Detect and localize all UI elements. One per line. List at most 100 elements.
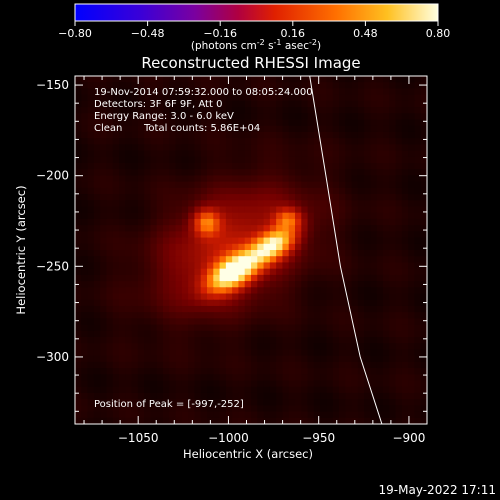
- heatmap-cell: [200, 299, 208, 307]
- heatmap-cell: [408, 100, 416, 108]
- heatmap-cell: [357, 175, 365, 183]
- heatmap-cell: [401, 268, 409, 276]
- heatmap-cell: [225, 225, 233, 232]
- heatmap-cell: [370, 256, 378, 264]
- heatmap-cell: [345, 343, 353, 351]
- heatmap-cell: [257, 200, 265, 208]
- heatmap-cell: [87, 386, 95, 394]
- heatmap-cell: [181, 330, 189, 338]
- heatmap-cell: [288, 262, 296, 270]
- heatmap-cell: [276, 417, 284, 424]
- heatmap-cell: [326, 187, 334, 195]
- heatmap-cell: [383, 399, 390, 406]
- heatmap-cell: [414, 368, 422, 375]
- heatmap-cell: [301, 256, 309, 264]
- heatmap-cell: [144, 125, 152, 133]
- heatmap-cell: [150, 82, 158, 90]
- heatmap-cell: [163, 144, 170, 152]
- heatmap-cell: [175, 250, 183, 257]
- heatmap-cell: [357, 107, 365, 114]
- heatmap-cell: [144, 169, 152, 177]
- heatmap-cell: [181, 243, 189, 251]
- heatmap-cell: [137, 343, 145, 351]
- heatmap-cell: [269, 225, 277, 232]
- heatmap-cell: [332, 417, 340, 424]
- heatmap-cell: [301, 337, 309, 344]
- heatmap-cell: [188, 231, 196, 239]
- heatmap-cell: [87, 138, 95, 145]
- heatmap-cell: [257, 299, 265, 307]
- heatmap-cell: [383, 169, 390, 177]
- y-tick-label: −250: [36, 259, 69, 273]
- heatmap-cell: [370, 417, 378, 424]
- heatmap-cell: [376, 150, 384, 158]
- heatmap-cell: [263, 399, 271, 406]
- heatmap-cell: [383, 100, 390, 108]
- x-axis: −1050 −1000 −950 −900: [83, 76, 428, 445]
- heatmap-cell: [263, 156, 271, 164]
- heatmap-cell: [383, 293, 390, 301]
- heatmap-cell: [119, 169, 126, 177]
- solar-limb-curve: [309, 76, 383, 424]
- heatmap-cell: [357, 417, 365, 424]
- heatmap-cell: [75, 250, 82, 257]
- heatmap-cell: [125, 187, 133, 195]
- heatmap-cell: [408, 94, 416, 102]
- heatmap-cell: [307, 361, 315, 369]
- heatmap-cell: [269, 243, 277, 251]
- heatmap-cell: [100, 181, 108, 189]
- heatmap-cell: [401, 131, 409, 139]
- heatmap-cell: [119, 138, 126, 145]
- heatmap-cell: [389, 119, 397, 127]
- heatmap-cell: [332, 392, 340, 400]
- heatmap-cell: [93, 88, 101, 96]
- heatmap-cell: [257, 94, 265, 102]
- heatmap-cell: [213, 324, 221, 332]
- heatmap-cell: [131, 349, 139, 357]
- heatmap-cell: [175, 113, 183, 121]
- heatmap-cell: [144, 194, 152, 201]
- heatmap-cell: [307, 399, 315, 406]
- heatmap-cell: [345, 405, 353, 413]
- heatmap-cell: [301, 392, 309, 400]
- heatmap-cell: [100, 349, 108, 357]
- heatmap-cell: [207, 411, 214, 419]
- heatmap-cell: [301, 76, 309, 83]
- heatmap-cell: [106, 82, 114, 90]
- heatmap-cell: [244, 324, 252, 332]
- heatmap-cell: [408, 212, 416, 220]
- heatmap-cell: [156, 187, 164, 195]
- heatmap-cell: [339, 144, 346, 152]
- heatmap-cell: [219, 138, 227, 145]
- heatmap-cell: [370, 131, 378, 139]
- heatmap-cell: [401, 355, 409, 363]
- colorbar-units: (photons cm-2 s-1 asec-2): [191, 38, 321, 52]
- heatmap-cell: [175, 181, 183, 189]
- heatmap-cell: [339, 411, 346, 419]
- heatmap-cell: [100, 399, 108, 406]
- heatmap-cell: [345, 144, 353, 152]
- heatmap-cell: [288, 218, 296, 226]
- heatmap-cell: [87, 262, 95, 270]
- heatmap-cell: [263, 181, 271, 189]
- heatmap-cell: [257, 156, 265, 164]
- heatmap-cell: [257, 380, 265, 388]
- heatmap-cell: [207, 361, 214, 369]
- heatmap-cell: [125, 200, 133, 208]
- heatmap-cell: [244, 107, 252, 114]
- heatmap-cell: [112, 231, 120, 239]
- heatmap-cell: [150, 100, 158, 108]
- heatmap-cell: [93, 187, 101, 195]
- heatmap-cell: [326, 256, 334, 264]
- heatmap-cell: [75, 231, 82, 239]
- heatmap-cell: [395, 243, 403, 251]
- heatmap-cell: [389, 113, 397, 121]
- heatmap-cell: [251, 163, 258, 170]
- heatmap-cell: [144, 349, 152, 357]
- heatmap-cell: [225, 268, 233, 276]
- heatmap-cell: [75, 150, 82, 158]
- heatmap-cell: [137, 330, 145, 338]
- heatmap-cell: [364, 256, 372, 264]
- heatmap-cell: [376, 318, 384, 326]
- heatmap-cell: [313, 243, 321, 251]
